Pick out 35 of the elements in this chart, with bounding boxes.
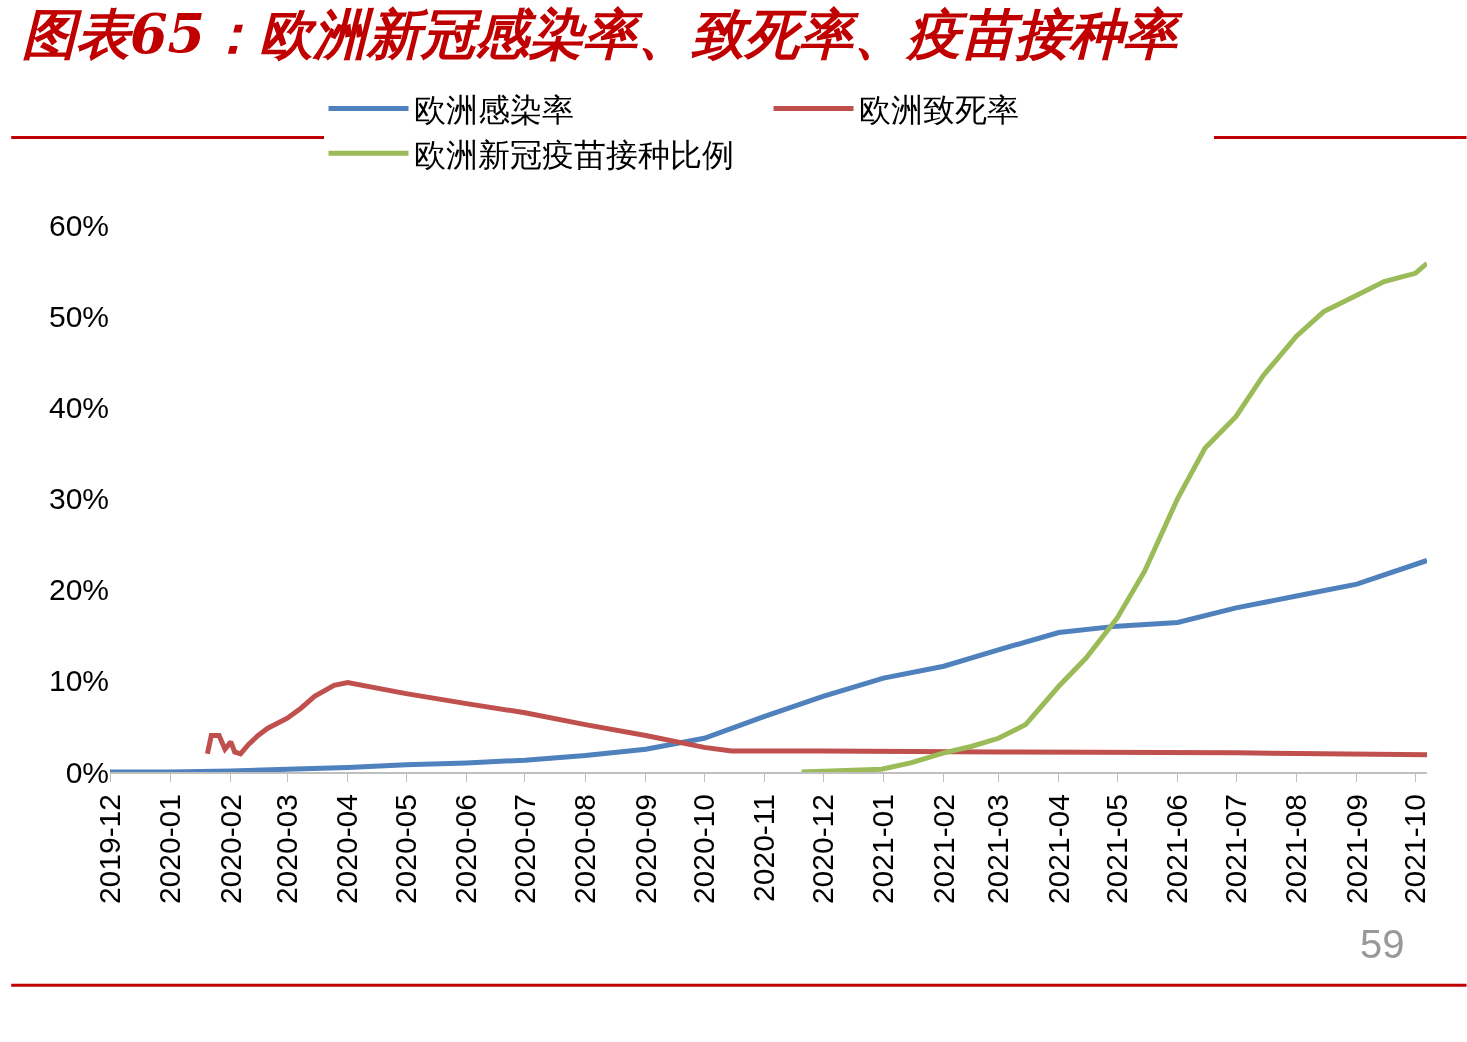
x-tick-label: 2021-01: [866, 794, 900, 905]
x-tick-label: 2019-12: [92, 794, 126, 905]
y-tick-label: 60%: [48, 208, 109, 242]
x-tick-label: 2020-09: [628, 794, 662, 905]
x-tick-label: 2021-08: [1279, 794, 1313, 905]
y-tick-label: 20%: [48, 573, 109, 607]
x-tick-label: 2021-02: [926, 794, 960, 905]
text: 59: [1360, 922, 1405, 966]
y-tick-label: 0%: [65, 755, 109, 789]
x-tick-label: 2020-11: [747, 794, 781, 902]
legend-label: 欧洲新冠疫苗接种比例: [413, 136, 734, 173]
y-tick-label: 50%: [48, 299, 109, 333]
x-tick-label: 2021-05: [1099, 794, 1133, 905]
x-tick-label: 2020-03: [270, 794, 304, 905]
x-tick-label: 2020-02: [213, 794, 247, 905]
y-tick-label: 30%: [48, 482, 109, 515]
x-tick-label: 2021-06: [1160, 794, 1194, 905]
x-tick-label: 2020-12: [805, 794, 839, 905]
x-tick-label: 2020-05: [388, 794, 422, 905]
x-tick-label: 2020-04: [330, 794, 364, 905]
x-tick-label: 2021-10: [1398, 794, 1432, 905]
chart-title: 图表65：欧洲新冠感染率、致死率、疫苗接种率: [22, 2, 1185, 67]
x-tick-label: 2020-01: [153, 794, 187, 905]
x-tick-label: 2021-03: [981, 794, 1015, 905]
x-tick-label: 2020-06: [449, 794, 483, 905]
y-tick-label: 10%: [48, 664, 109, 698]
x-tick-label: 2020-07: [507, 794, 541, 905]
x-tick-label: 2021-07: [1218, 794, 1252, 905]
y-tick-label: 40%: [48, 390, 109, 424]
x-tick-label: 2020-08: [568, 794, 602, 905]
legend-label: 欧洲致死率: [858, 92, 1019, 129]
x-tick-label: 2021-09: [1339, 794, 1373, 905]
legend-label: 欧洲感染率: [413, 92, 574, 129]
x-tick-label: 2021-04: [1041, 794, 1075, 905]
x-tick-label: 2020-10: [686, 794, 720, 905]
